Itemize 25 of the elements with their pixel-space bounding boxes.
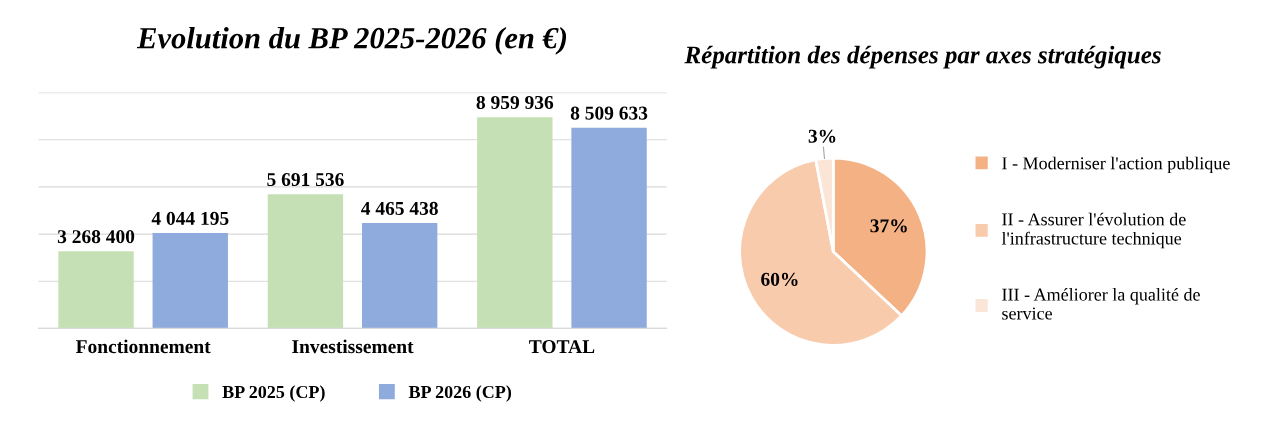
data-label: 3% bbox=[808, 129, 836, 143]
bar bbox=[152, 233, 228, 329]
data-label: 8 509 633 bbox=[570, 106, 648, 120]
bar bbox=[477, 117, 553, 329]
x-tick-label: Investissement bbox=[292, 339, 414, 354]
data-label: 3 268 400 bbox=[57, 230, 135, 244]
bar bbox=[361, 223, 438, 329]
data-label: 4 044 195 bbox=[151, 211, 229, 225]
bar bbox=[58, 251, 134, 329]
data-label: 37% bbox=[870, 219, 907, 233]
x-tick-label: Fonctionnement bbox=[75, 339, 211, 354]
bar bbox=[571, 127, 647, 329]
data-label: 8 959 936 bbox=[476, 95, 554, 110]
legend-label: II - Assurer l'évolution de l'infrastructure technique bbox=[1001, 212, 1186, 249]
data-label: 5 691 536 bbox=[267, 173, 344, 187]
legend-label: III - Améliorer la qualité de service bbox=[1002, 287, 1200, 320]
chart-title: Evolution du BP 2025-2026 (en €) bbox=[136, 26, 567, 55]
bar bbox=[267, 194, 344, 329]
x-tick-label: TOTAL bbox=[529, 340, 595, 354]
legend-label: BP 2026 (CP) bbox=[408, 385, 512, 402]
data-label: 4 465 438 bbox=[361, 201, 438, 215]
legend-label: BP 2025 (CP) bbox=[222, 385, 325, 402]
chart-title: Répartition des dépenses par axes stratégiques bbox=[684, 45, 1161, 69]
data-label: 60% bbox=[761, 272, 798, 286]
legend-label: I - Moderniser l'action publique bbox=[1002, 156, 1230, 174]
